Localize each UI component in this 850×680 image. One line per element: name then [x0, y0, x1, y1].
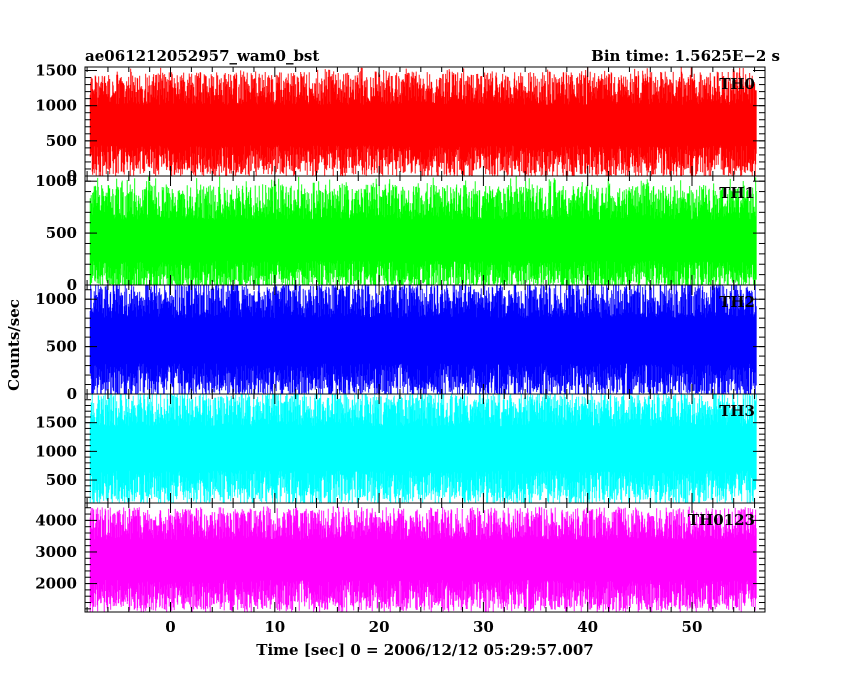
panel-label: TH0123 [688, 511, 755, 529]
y-tick-label: 4000 [35, 511, 77, 529]
y-tick-label: 500 [46, 471, 77, 489]
panel-frame [84, 502, 766, 613]
y-tick-label: 3000 [35, 543, 77, 561]
chart-title-left: ae061212052957_wam0_bst [85, 47, 319, 65]
x-axis: 0 10 20 30 40 50 [165, 618, 702, 636]
panels-group: 0 500 1000 1500 TH0 0 500 1000 TH1 0 500 1000 TH2 500… [35, 62, 766, 613]
x-tick-label: 0 [165, 618, 175, 636]
series-th1 [89, 176, 757, 285]
panel-th2: 0 500 1000 TH2 [35, 284, 766, 403]
y-tick-label: 1000 [35, 172, 77, 190]
y-tick-label: 1000 [35, 97, 77, 115]
panel-th3: 500 1000 1500 TH3 [35, 393, 766, 504]
series-th0123 [89, 506, 757, 612]
y-tick-label: 1000 [35, 442, 77, 460]
panel-label: TH2 [719, 293, 755, 311]
y-tick-label: 1500 [35, 62, 77, 80]
x-tick-label: 40 [577, 618, 598, 636]
series-th2 [89, 285, 757, 394]
y-tick-label: 0 [67, 167, 77, 185]
y-axis-label: Counts/sec [5, 299, 23, 391]
y-tick-label: 500 [46, 338, 77, 356]
y-tick-label: 1500 [35, 414, 77, 432]
x-tick-label: 50 [682, 618, 703, 636]
panel-th0123: 2000 3000 4000 TH0123 [35, 502, 766, 613]
y-tick-label: 0 [67, 385, 77, 403]
y-tick-label: 1000 [35, 290, 77, 308]
chart-title-right: Bin time: 1.5625E−2 s [591, 47, 780, 65]
y-tick-label: 0 [67, 276, 77, 294]
y-tick-label: 2000 [35, 575, 77, 593]
y-tick-label: 500 [46, 224, 77, 242]
panel-label: TH0 [719, 75, 755, 93]
x-tick-label: 10 [264, 618, 285, 636]
y-tick-label: 500 [46, 132, 77, 150]
panel-th1: 0 500 1000 TH1 [35, 172, 766, 294]
series-th0 [89, 67, 757, 176]
x-tick-label: 30 [473, 618, 494, 636]
panel-label: TH3 [719, 402, 755, 420]
series-th3 [89, 394, 757, 503]
x-tick-label: 20 [369, 618, 390, 636]
panel-th0: 0 500 1000 1500 TH0 [35, 62, 766, 185]
x-axis-label: Time [sec] 0 = 2006/12/12 05:29:57.007 [256, 641, 593, 659]
panel-label: TH1 [719, 184, 755, 202]
